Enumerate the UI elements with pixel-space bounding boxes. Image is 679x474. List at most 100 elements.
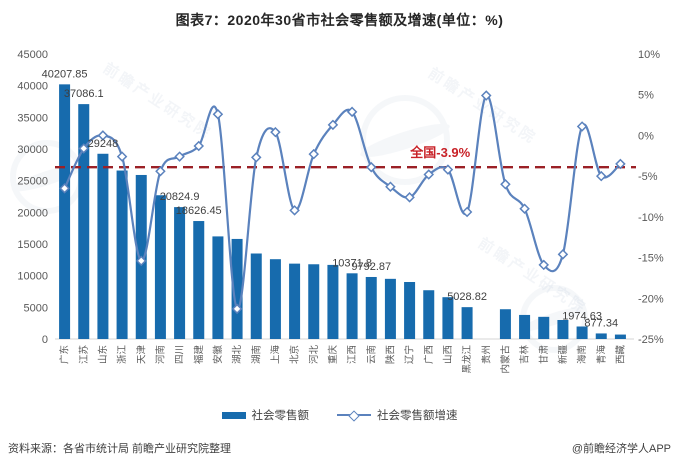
bar-青海 bbox=[595, 333, 607, 339]
left-axis-tick-label: 0 bbox=[42, 334, 48, 346]
growth-marker-江西 bbox=[346, 106, 358, 118]
x-axis-label-广东: 广东 bbox=[59, 345, 71, 364]
growth-marker-湖南 bbox=[250, 152, 262, 163]
bar-江西 bbox=[346, 273, 358, 339]
source-note: 资料来源：各省市统计局 前瞻产业研究院整理 bbox=[8, 443, 232, 455]
bar-湖北 bbox=[231, 238, 243, 339]
growth-marker-安徽 bbox=[212, 108, 224, 120]
bar-湖南 bbox=[250, 253, 262, 339]
bar-value-label-云南: 9792.87 bbox=[351, 261, 391, 273]
growth-marker-湖北 bbox=[231, 303, 243, 315]
growth-marker-广西 bbox=[423, 169, 435, 180]
growth-marker-海南 bbox=[576, 121, 588, 132]
bar-广西 bbox=[423, 290, 435, 339]
right-axis-tick-label: -5% bbox=[638, 171, 658, 183]
bar-新疆 bbox=[557, 320, 569, 339]
x-axis-label-陕西: 陕西 bbox=[384, 345, 396, 364]
x-axis-label-青海: 青海 bbox=[595, 345, 607, 365]
bar-黑龙江 bbox=[461, 307, 473, 339]
bar-value-label-江苏: 37086.1 bbox=[64, 88, 104, 100]
growth-marker-天津 bbox=[135, 255, 147, 267]
bar-陕西 bbox=[384, 278, 396, 339]
x-axis-label-江西: 江西 bbox=[347, 345, 358, 364]
bar-广东 bbox=[59, 84, 71, 339]
left-axis-tick-label: 15000 bbox=[17, 239, 48, 251]
legend-item-retail: 社会零售额 bbox=[221, 407, 310, 423]
x-axis-label-辽宁: 辽宁 bbox=[404, 345, 416, 364]
x-axis-label-甘肃: 甘肃 bbox=[538, 345, 550, 364]
right-axis-tick-label: -25% bbox=[638, 334, 664, 346]
left-axis-tick-label: 40000 bbox=[17, 81, 48, 93]
combo-chart: 0 5000 10000 15000 20000 25000 30000 35000 40000… bbox=[17, 49, 664, 374]
bar-甘肃 bbox=[538, 316, 550, 339]
growth-marker-北京 bbox=[289, 205, 300, 216]
left-axis-tick-label: 45000 bbox=[17, 49, 48, 61]
bar-云南 bbox=[365, 276, 377, 339]
legend-label: 社会零售额 bbox=[251, 410, 310, 422]
x-axis-label-内蒙古: 内蒙古 bbox=[499, 345, 511, 374]
x-axis-label-广西: 广西 bbox=[423, 345, 435, 364]
bar-河北 bbox=[308, 264, 320, 339]
x-axis-label-云南: 云南 bbox=[365, 345, 377, 364]
x-axis-label-安徽: 安徽 bbox=[212, 345, 224, 365]
left-axis-tick-label: 10000 bbox=[17, 271, 48, 283]
legend-item-growth: 社会零售额增速 bbox=[337, 407, 458, 423]
right-axis-tick-label: 0% bbox=[638, 130, 654, 142]
bar-value-label-四川: 20824.9 bbox=[160, 191, 200, 203]
growth-marker-山西 bbox=[442, 164, 454, 175]
x-axis-label-贵州: 贵州 bbox=[480, 345, 492, 364]
x-axis-label-湖北: 湖北 bbox=[232, 345, 243, 365]
growth-marker-福建 bbox=[193, 140, 205, 152]
growth-marker-四川 bbox=[174, 151, 185, 162]
right-axis-tick-label: -15% bbox=[638, 253, 664, 265]
growth-marker-吉林 bbox=[519, 203, 530, 214]
right-axis-tick-label: -10% bbox=[638, 212, 664, 224]
left-axis-tick-label: 35000 bbox=[17, 112, 48, 124]
growth-marker-陕西 bbox=[385, 181, 396, 192]
bar-山东 bbox=[97, 153, 109, 339]
growth-marker-甘肃 bbox=[538, 259, 550, 271]
growth-marker-内蒙古 bbox=[500, 179, 511, 190]
legend-bar-swatch bbox=[221, 411, 246, 419]
growth-marker-新疆 bbox=[557, 249, 569, 260]
bar-value-label-山东: 29248 bbox=[88, 138, 119, 150]
x-axis-label-重庆: 重庆 bbox=[327, 345, 339, 365]
bar-江苏 bbox=[78, 104, 90, 339]
growth-marker-重庆 bbox=[327, 119, 339, 131]
x-axis-label-黑龙江: 黑龙江 bbox=[461, 345, 473, 374]
bar-value-label-黑龙江: 5028.82 bbox=[447, 291, 487, 303]
x-axis-label-四川: 四川 bbox=[175, 345, 186, 364]
x-axis-label-海南: 海南 bbox=[576, 345, 588, 364]
growth-marker-贵州 bbox=[480, 90, 492, 101]
bar-value-label-青海: 877.34 bbox=[584, 317, 618, 329]
left-axis-tick-label: 30000 bbox=[17, 144, 48, 156]
bar-内蒙古 bbox=[499, 309, 511, 339]
x-axis-label-上海: 上海 bbox=[269, 345, 281, 365]
chart-title: 图表7：2020年30省市社会零售额及增速(单位：%) bbox=[175, 12, 504, 28]
bar-吉林 bbox=[519, 314, 531, 339]
growth-line-series bbox=[63, 94, 622, 311]
growth-marker-云南 bbox=[365, 161, 377, 173]
chart-legend: 社会零售额 社会零售额增速 bbox=[0, 404, 679, 426]
x-axis-label-浙江: 浙江 bbox=[116, 345, 128, 365]
growth-marker-广东 bbox=[59, 183, 70, 194]
x-axis-label-天津: 天津 bbox=[136, 345, 147, 365]
x-axis-label-北京: 北京 bbox=[289, 345, 301, 364]
x-axis-label-河南: 河南 bbox=[154, 345, 166, 364]
bar-value-label-江西: 10371.8 bbox=[332, 257, 372, 269]
x-axis-label-湖南: 湖南 bbox=[250, 345, 262, 364]
bar-河南 bbox=[154, 195, 166, 339]
x-axis-label-新疆: 新疆 bbox=[557, 345, 569, 365]
x-axis-label-江苏: 江苏 bbox=[78, 345, 90, 365]
bar-西藏 bbox=[614, 334, 626, 339]
chart-footer: 资料来源：各省市统计局 前瞻产业研究院整理 @前瞻经济学人APP bbox=[0, 440, 679, 456]
growth-marker-河南 bbox=[155, 165, 166, 177]
growth-marker-山东 bbox=[97, 130, 109, 141]
growth-marker-河北 bbox=[308, 148, 320, 160]
growth-marker-青海 bbox=[595, 170, 607, 182]
x-axis-label-西藏: 西藏 bbox=[614, 345, 626, 365]
bar-辽宁 bbox=[404, 282, 416, 339]
x-axis-label-河北: 河北 bbox=[308, 345, 320, 365]
growth-marker-浙江 bbox=[116, 151, 128, 162]
bar-value-label-海南: 1974.63 bbox=[562, 310, 602, 322]
